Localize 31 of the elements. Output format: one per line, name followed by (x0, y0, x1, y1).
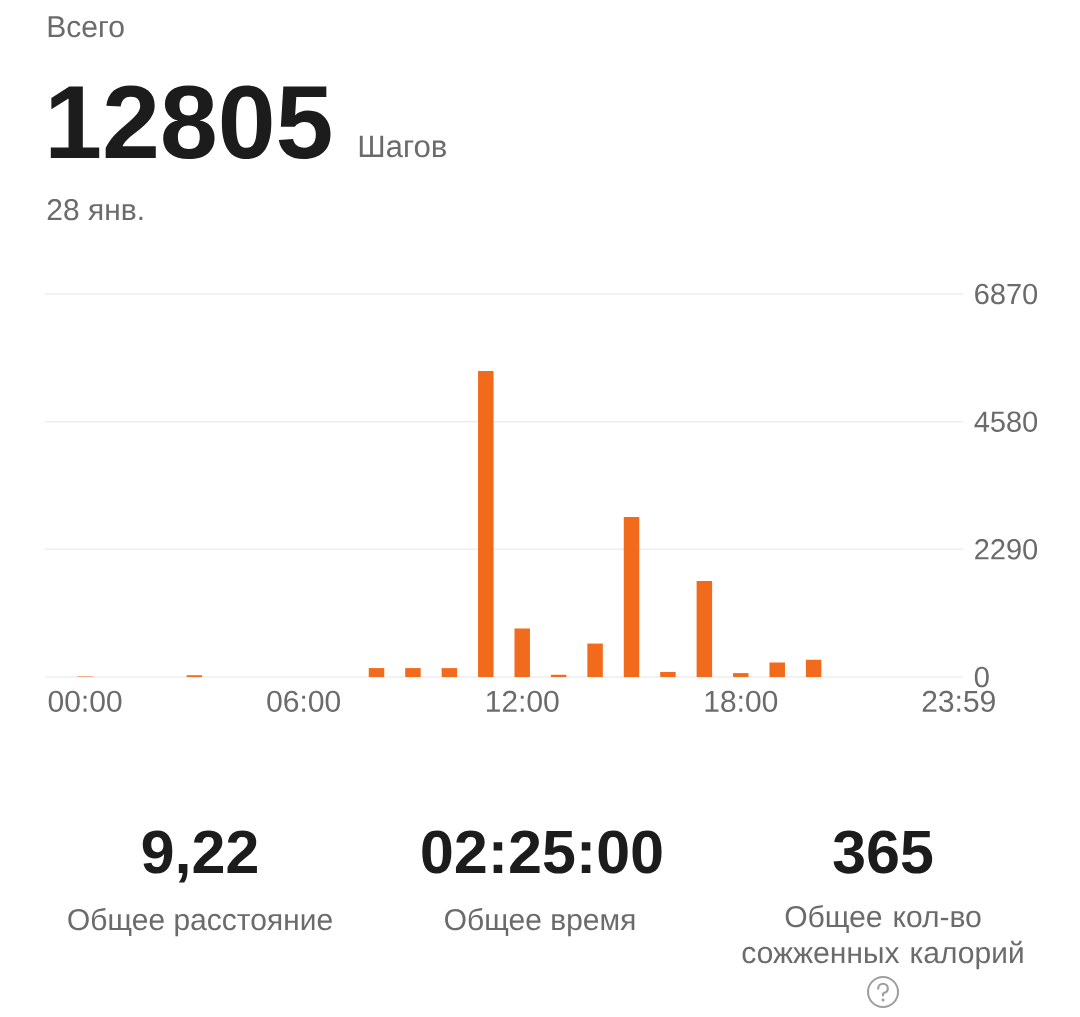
text: 28 янв. (47, 199, 143, 221)
bar (441, 668, 458, 677)
bar (769, 662, 785, 677)
bar (733, 673, 749, 677)
text: 12805 (50, 85, 331, 160)
chart-title: Всего (48, 16, 124, 38)
text: 9,22 (142, 830, 257, 883)
bar (805, 659, 822, 677)
text: Общее кол-во сожженных калорий (742, 905, 1023, 970)
x-tick-label: 18:00 (705, 690, 778, 712)
y-tick-label: 0 (974, 666, 989, 688)
y-tick-label: 2290 (975, 539, 1038, 560)
y-tick-label: 4580 (974, 411, 1038, 432)
x-tick-label: 06:00 (267, 690, 341, 712)
text: 365 (833, 830, 933, 874)
text: Шагов (359, 135, 446, 158)
bar (660, 671, 676, 677)
bar (514, 628, 530, 677)
x-tick-label: 23:59 (922, 690, 995, 712)
bar (478, 370, 494, 677)
text: Общее расстояние (68, 908, 332, 937)
x-tick-label: 12:00 (486, 690, 559, 712)
bar (368, 668, 385, 677)
bar (587, 643, 603, 677)
y-tick-label: 6870 (975, 283, 1038, 305)
bar (405, 668, 421, 677)
bar (623, 516, 640, 677)
bar (696, 581, 713, 677)
x-tick-label: 00:00 (48, 690, 122, 712)
text: 02:25:00 (422, 830, 662, 874)
text: Общее время (445, 908, 635, 937)
